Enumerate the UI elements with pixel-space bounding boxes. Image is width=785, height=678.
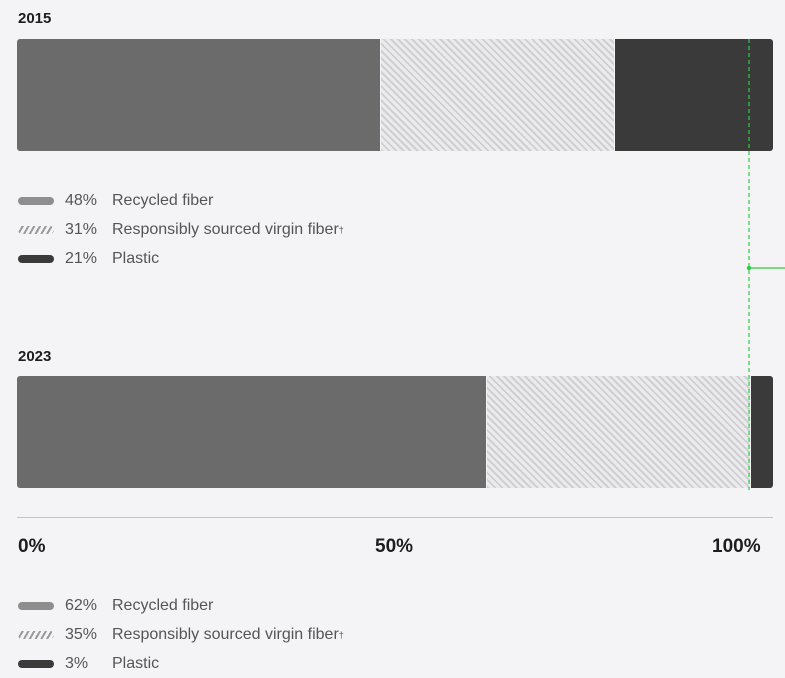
bar-segment-2023-plastic [750,376,773,488]
legend-item-2023-recycled: 62% Recycled fiber [18,591,344,620]
legend-percent: 62% [65,596,98,614]
bar-segment-2015-recycled [17,39,380,151]
bar-segment-2015-virgin [379,39,615,151]
legend-label: Recycled fiber [112,191,214,209]
year-label-2023: 2023 [18,348,52,365]
legend-swatch-virgin [18,225,54,234]
bar-segment-2023-recycled [17,376,486,488]
x-tick-0: 0% [18,536,46,557]
legend-percent: 21% [65,249,98,267]
bar-segment-2015-plastic [614,39,773,151]
legend-label: Recycled fiber [112,596,214,614]
legend-item-2023-virgin: 35% Responsibly sourced virgin fiber † [18,620,344,649]
legend-2015: 48% Recycled fiber 31% Responsibly sourced … [18,186,344,273]
legend-swatch-plastic [18,254,54,263]
x-tick-100: 100% [712,536,761,557]
bar-segment-2023-virgin [485,376,751,488]
legend-label: Responsibly sourced virgin fiber [112,625,339,643]
legend-percent: 31% [65,220,98,238]
legend-item-2023-plastic: 3% Plastic [18,649,344,678]
legend-swatch-recycled [18,601,54,610]
legend-swatch-plastic [18,659,54,668]
legend-2023: 62% Recycled fiber 35% Responsibly sourced … [18,591,344,678]
legend-label: Plastic [112,654,160,672]
bar-2015 [17,39,773,151]
footnote-mark: † [338,224,344,235]
legend-swatch-virgin [18,630,54,639]
footnote-mark: † [338,629,344,640]
legend-percent: 3% [65,654,89,672]
x-tick-50: 50% [375,536,414,557]
legend-item-2015-recycled: 48% Recycled fiber [18,186,344,215]
legend-item-2015-plastic: 21% Plastic [18,244,344,273]
legend-label: Responsibly sourced virgin fiber [112,220,339,238]
legend-percent: 35% [65,625,98,643]
legend-item-2015-virgin: 31% Responsibly sourced virgin fiber † [18,215,344,244]
bar-2023 [17,376,773,488]
legend-label: Plastic [112,249,160,267]
x-axis-line [17,517,773,518]
year-label-2015: 2015 [18,10,52,27]
annotation-dot [746,265,752,271]
legend-swatch-recycled [18,196,54,205]
legend-percent: 48% [65,191,98,209]
